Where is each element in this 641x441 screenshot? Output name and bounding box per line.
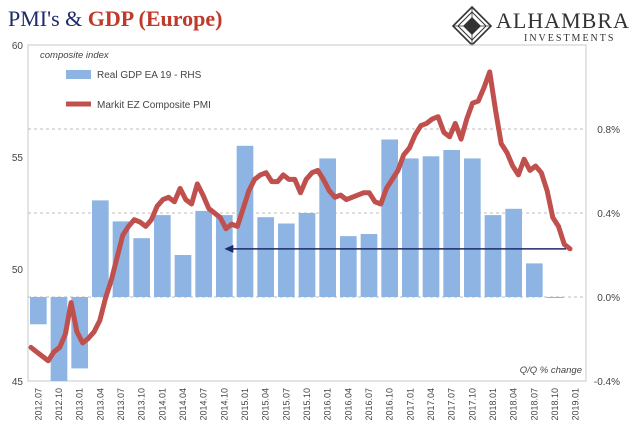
right-axis-label: Q/Q % change <box>520 365 582 376</box>
x-tick-label: 2018.07 <box>529 388 539 421</box>
pmi-line <box>28 69 573 364</box>
gdp-bar <box>195 210 212 297</box>
left-tick-label: 45 <box>12 377 24 388</box>
x-tick-label: 2013.10 <box>137 388 147 421</box>
right-tick-label: 0.8% <box>597 125 620 136</box>
right-tick-label: -0.4% <box>594 377 620 388</box>
gdp-bar <box>298 213 316 297</box>
x-tick-label: 2018.10 <box>550 388 560 421</box>
x-tick-label: 2016.04 <box>343 388 353 421</box>
chart-title-part1: PMI's & <box>8 6 88 31</box>
x-tick-label: 2016.10 <box>385 388 395 421</box>
gdp-bar <box>546 297 564 298</box>
x-tick-label: 2015.01 <box>240 388 250 421</box>
gdp-bar <box>422 156 440 297</box>
x-tick-label: 2014.04 <box>178 388 188 421</box>
x-tick-label: 2014.01 <box>157 388 167 421</box>
left-axis-label: composite index <box>40 50 110 61</box>
x-tick-label: 2016.01 <box>323 388 333 421</box>
x-tick-label: 2013.04 <box>95 388 105 421</box>
alhambra-logo: ALHAMBRA INVESTMENTS <box>452 6 632 48</box>
x-tick-label: 2013.07 <box>116 388 126 421</box>
chart-title: PMI's & GDP (Europe) <box>8 6 222 32</box>
right-tick-label: 0.4% <box>597 209 620 220</box>
logo-subtitle: INVESTMENTS <box>524 33 616 44</box>
left-tick-label: 50 <box>12 265 24 276</box>
x-tick-label: 2018.04 <box>509 388 519 421</box>
x-tick-label: 2013.01 <box>75 388 85 421</box>
gdp-bar <box>30 297 47 325</box>
gdp-bar <box>526 263 543 297</box>
legend-swatch-gdp <box>66 70 91 79</box>
x-tick-label: 2017.07 <box>447 388 457 421</box>
x-tick-label: 2017.04 <box>426 388 436 421</box>
gdp-bar <box>402 158 419 297</box>
x-tick-label: 2017.10 <box>467 388 477 421</box>
gdp-bar <box>216 215 233 297</box>
arrow-head <box>224 244 234 253</box>
right-tick-label: 0.0% <box>597 293 620 304</box>
left-tick-label: 60 <box>12 41 24 52</box>
x-tick-label: 2012.10 <box>54 388 64 421</box>
x-tick-label: 2012.07 <box>33 388 43 421</box>
gdp-bar <box>484 215 502 297</box>
x-tick-label: 2014.10 <box>219 388 229 421</box>
gdp-bar <box>381 139 398 297</box>
gdp-bar <box>174 255 192 297</box>
gdp-bar <box>133 238 150 297</box>
chart-title-part2: GDP (Europe) <box>87 6 223 31</box>
left-tick-label: 55 <box>12 153 24 164</box>
gdp-bar <box>236 145 254 297</box>
x-tick-label: 2015.07 <box>281 388 291 421</box>
gdp-bar <box>278 223 295 297</box>
x-tick-label: 2014.07 <box>199 388 209 421</box>
gdp-bar <box>340 236 357 297</box>
legend-label-gdp: Real GDP EA 19 - RHS <box>97 70 202 81</box>
gdp-bar <box>112 221 130 297</box>
logo-name: ALHAMBRA <box>496 8 630 33</box>
gdp-bar <box>257 217 274 297</box>
x-tick-label: 2015.04 <box>261 388 271 421</box>
gdp-bar <box>154 215 171 297</box>
gdp-bar <box>505 208 522 297</box>
gdp-bar <box>50 297 68 381</box>
x-tick-label: 2015.10 <box>302 388 312 421</box>
gdp-bar <box>360 234 378 297</box>
gdp-bar <box>464 158 481 297</box>
gdp-bar <box>443 150 460 297</box>
x-tick-label: 2017.01 <box>405 388 415 421</box>
x-tick-label: 2019.01 <box>571 388 581 421</box>
legend-label-pmi: Markit EZ Composite PMI <box>97 100 211 111</box>
gdp-bar <box>92 200 109 297</box>
x-tick-label: 2016.07 <box>364 388 374 421</box>
x-tick-label: 2018.01 <box>488 388 498 421</box>
